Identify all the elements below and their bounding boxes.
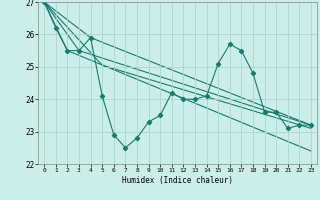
X-axis label: Humidex (Indice chaleur): Humidex (Indice chaleur) [122, 176, 233, 185]
